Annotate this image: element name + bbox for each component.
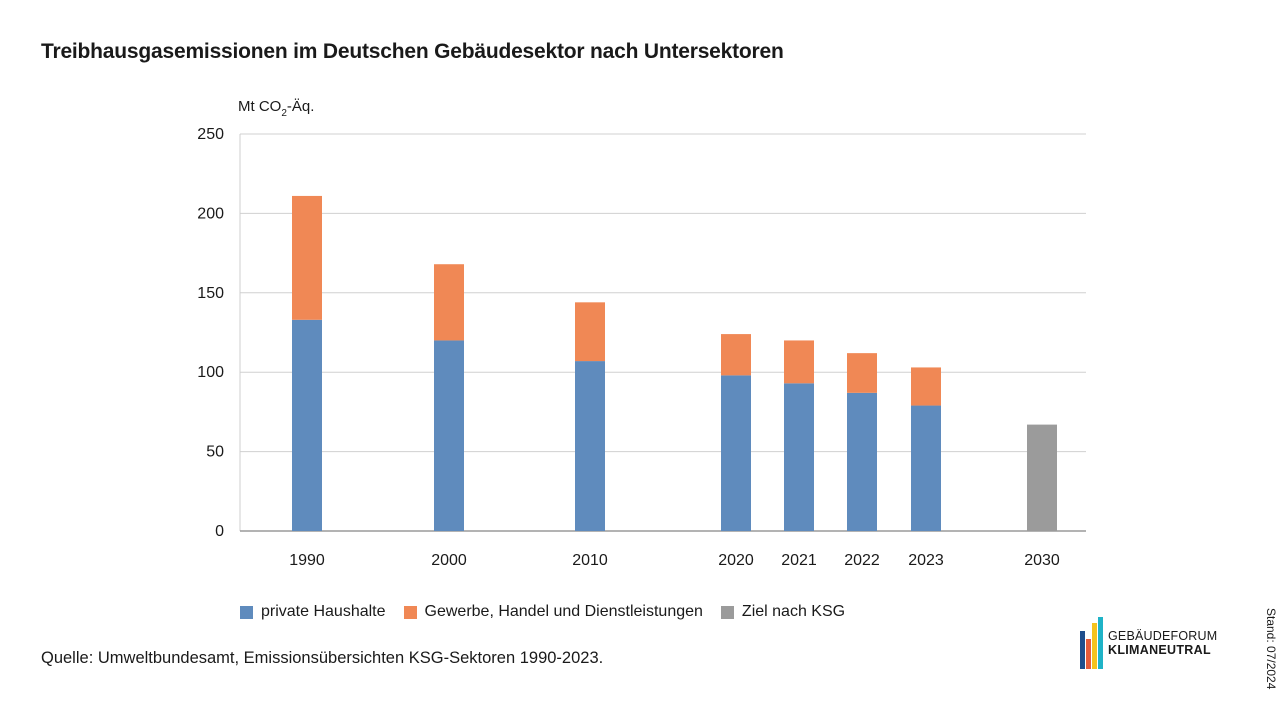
x-tick-label-2021: 2021 [781, 552, 817, 569]
y-tick-label-100: 100 [197, 364, 224, 381]
legend-item-gewerbe: Gewerbe, Handel und Dienstleistungen [403, 603, 703, 621]
legend: private Haushalte Gewerbe, Handel und Di… [240, 603, 845, 621]
bar-1990-series-1 [292, 195, 322, 320]
bar-2000-series-0 [434, 340, 464, 531]
legend-swatch-gewerbe [403, 605, 417, 619]
x-tick-label-1990: 1990 [289, 552, 325, 569]
bar-2021-series-0 [784, 383, 814, 531]
bar-2010-series-1 [575, 302, 605, 362]
legend-swatch-ziel-ksg [720, 605, 734, 619]
stand-date: Stand: 07/2024 [1264, 608, 1278, 690]
bar-2030-series-2 [1027, 424, 1057, 531]
y-tick-label-200: 200 [197, 205, 224, 222]
x-tick-label-2010: 2010 [572, 552, 608, 569]
legend-swatch-private-haushalte [240, 605, 253, 619]
x-tick-label-2020: 2020 [718, 552, 754, 569]
legend-label-ziel-ksg: Ziel nach KSG [741, 603, 846, 620]
bar-2021-series-1 [784, 340, 814, 384]
bar-1990-series-0 [292, 319, 322, 531]
logo-text-line1: GEBÄUDEFORUM [1108, 629, 1218, 643]
chart-title: Treibhausgasemissionen im Deutschen Gebä… [41, 40, 784, 63]
bar-2023-series-1 [911, 367, 941, 406]
y-tick-label-50: 50 [206, 444, 224, 461]
bar-2010-series-0 [575, 361, 605, 531]
logo-text-line2: KLIMANEUTRAL [1108, 643, 1211, 657]
x-tick-label-2022: 2022 [844, 552, 880, 569]
legend-label-private-haushalte: private Haushalte [261, 603, 386, 620]
bar-2022-series-1 [847, 353, 877, 393]
legend-label-gewerbe: Gewerbe, Handel und Dienstleistungen [424, 603, 703, 620]
bar-2000-series-1 [434, 264, 464, 341]
bar-2022-series-0 [847, 392, 877, 531]
chart-plot: Mt CO2-Äq. 0 50 100 150 200 250 1990 2000 2010 20… [197, 98, 1086, 569]
y-tick-label-250: 250 [197, 126, 224, 143]
bar-2023-series-0 [911, 405, 941, 531]
x-tick-label-2030: 2030 [1024, 552, 1060, 569]
x-tick-label-2000: 2000 [431, 552, 467, 569]
legend-item-private-haushalte: private Haushalte [240, 603, 386, 621]
y-axis-label: Mt CO2-Äq. [238, 98, 314, 119]
bar-2020-series-1 [721, 334, 751, 376]
y-tick-label-0: 0 [215, 523, 224, 540]
logo: GEBÄUDEFORUM KLIMANEUTRAL [1080, 617, 1217, 669]
logo-mark-icon [1080, 617, 1103, 669]
legend-item-ziel-ksg: Ziel nach KSG [720, 603, 846, 621]
x-tick-label-2023: 2023 [908, 552, 944, 569]
bar-2020-series-0 [721, 375, 751, 531]
source-note: Quelle: Umweltbundesamt, Emissionsübersi… [41, 649, 604, 667]
y-tick-label-150: 150 [197, 285, 224, 302]
